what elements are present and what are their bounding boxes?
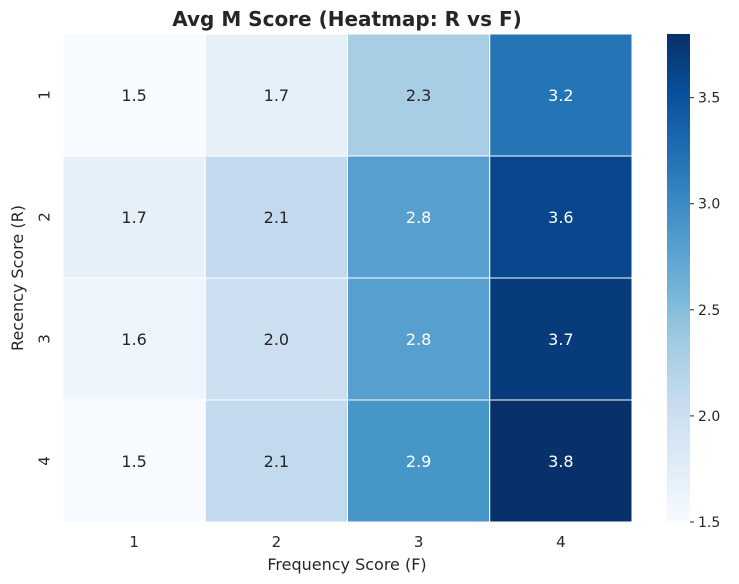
cell-value-label-r4-f1: 1.5: [121, 452, 146, 471]
cell-value-label-r3-f2: 2.0: [264, 330, 289, 349]
cell-value-label-r1-f3: 2.3: [406, 86, 431, 105]
y-tick-label-3: 3: [36, 334, 54, 344]
cell-value-label-r4-f2: 2.1: [264, 452, 289, 471]
heatmap-cell-r4-f2: [204, 399, 348, 523]
heatmap-cell-r3-f4: [489, 277, 633, 401]
cell-value-label-r2-f4: 3.6: [548, 208, 573, 227]
heatmap-cell-r2-f2: [204, 155, 348, 279]
cell-value-label-r1-f1: 1.5: [121, 86, 146, 105]
x-axis-ticks: 1 2 3 4: [129, 533, 565, 551]
x-tick-label-4: 4: [556, 533, 566, 551]
colorbar-tick-label-3.5: 3.5: [698, 91, 720, 107]
heatmap-cell-r4-f3: [347, 399, 491, 523]
cell-value-label-r3-f1: 1.6: [121, 330, 146, 349]
cell-value-label-r3-f3: 2.8: [406, 330, 431, 349]
heatmap-cell-r3-f2: [204, 277, 348, 401]
y-tick-label-4: 4: [36, 456, 54, 466]
heatmap-cell-r4-f4: [489, 399, 633, 523]
x-axis-label: Frequency Score (F): [267, 555, 426, 574]
y-tick-label-1: 1: [36, 90, 54, 100]
cell-value-label-r2-f3: 2.8: [406, 208, 431, 227]
x-tick-label-1: 1: [129, 533, 139, 551]
cell-value-label-r1-f4: 3.2: [548, 86, 573, 105]
heatmap-cells: [62, 33, 633, 523]
chart-title: Avg M Score (Heatmap: R vs F): [172, 7, 522, 31]
cell-value-label-r3-f4: 3.7: [548, 330, 573, 349]
cell-value-label-r1-f2: 1.7: [264, 86, 289, 105]
heatmap-cell-r2-f1: [62, 155, 206, 279]
heatmap-cell-r1-f2: [204, 33, 348, 157]
heatmap-cell-labels: 1.5 1.7 2.3 3.2 1.7 2.1 2.8 3.6 1.6 2.0 2.8 3.7 1.5 2…: [121, 86, 573, 471]
cell-value-label-r4-f4: 3.8: [548, 452, 573, 471]
heatmap-cell-r1-f3: [347, 33, 491, 157]
heatmap-cell-r2-f4: [489, 155, 633, 279]
colorbar-gradient-bar: [667, 34, 690, 522]
heatmap-cell-r4-f1: [62, 399, 206, 523]
y-axis-ticks: 1 2 3 4: [36, 90, 54, 466]
colorbar-tick-label-1.5: 1.5: [698, 515, 720, 531]
colorbar-tick-label-2.0: 2.0: [698, 409, 720, 425]
colorbar-tick-label-3.0: 3.0: [698, 197, 720, 213]
y-axis-label: Recency Score (R): [8, 205, 27, 351]
colorbar: 1.5 2.0 2.5 3.0 3.5: [667, 34, 720, 531]
cell-value-label-r4-f3: 2.9: [406, 452, 431, 471]
heatmap-cell-r1-f4: [489, 33, 633, 157]
cell-value-label-r2-f2: 2.1: [264, 208, 289, 227]
y-tick-label-2: 2: [36, 212, 54, 222]
x-tick-label-2: 2: [272, 533, 282, 551]
x-tick-label-3: 3: [414, 533, 424, 551]
heatmap-cell-r1-f1: [62, 33, 206, 157]
cell-value-label-r2-f1: 1.7: [121, 208, 146, 227]
colorbar-tick-label-2.5: 2.5: [698, 303, 720, 319]
